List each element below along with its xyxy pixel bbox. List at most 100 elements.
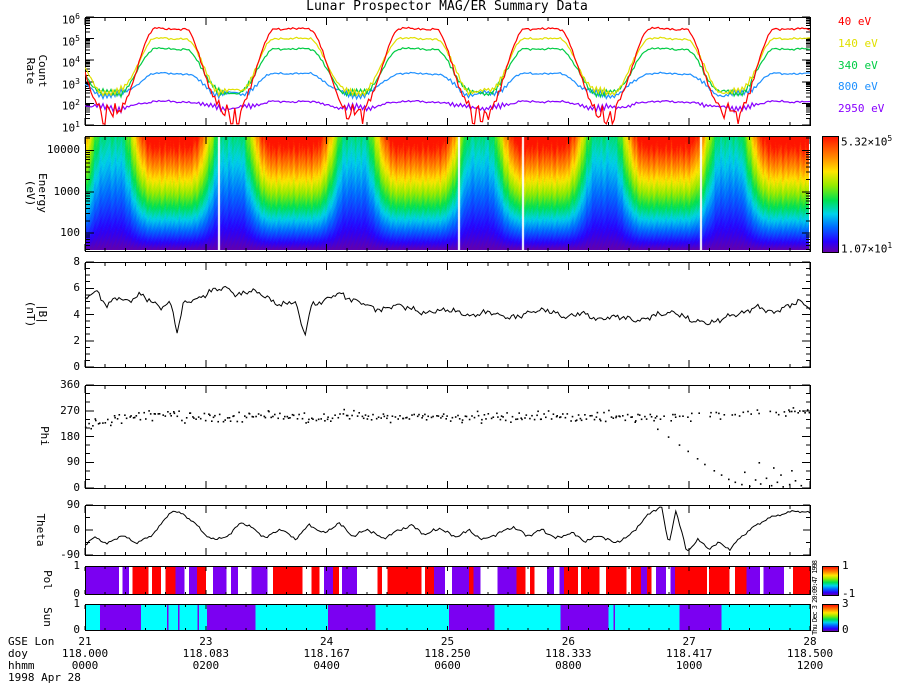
phi-point: [682, 415, 684, 417]
phi-point: [574, 420, 577, 422]
legend-item: 140 eV: [838, 36, 878, 50]
phi-point: [663, 415, 665, 417]
phi-point: [164, 415, 167, 417]
phi-point: [747, 410, 749, 413]
phi-point: [797, 412, 799, 414]
phi-point: [92, 425, 94, 427]
pol-strip-segment: [118, 566, 123, 594]
phi-point: [356, 415, 359, 417]
phi-point: [111, 421, 113, 424]
phi-point: [511, 415, 514, 418]
x-tick-label-gse_lon: 25: [440, 635, 455, 648]
pol-strip-segment: [251, 566, 268, 594]
pol-strip-segment: [273, 566, 303, 594]
legend-item: 340 eV: [838, 58, 878, 72]
pol-cbar-label-top: 1: [842, 559, 849, 572]
y-tick-label-pol: 1: [73, 559, 80, 572]
phi-point: [485, 418, 487, 420]
phi-point: [264, 416, 267, 419]
phi-point: [149, 413, 152, 415]
phi-point: [674, 413, 676, 416]
legend-item: 2950 eV: [838, 102, 885, 116]
pol-strip-segment: [525, 566, 531, 594]
phi-point: [192, 416, 194, 418]
exponent: 2: [75, 98, 80, 108]
y-tick-label-b: 2: [73, 333, 80, 347]
phi-point: [157, 413, 160, 415]
sun-strip-segment: [679, 604, 722, 630]
phi-point: [228, 417, 231, 419]
phi-point: [709, 415, 711, 418]
phi-point: [296, 418, 299, 420]
phi-point: [358, 412, 360, 414]
phi-point: [536, 414, 538, 417]
pol-strip-segment: [793, 566, 810, 594]
colorbar-bottom-exp: 1: [887, 241, 893, 250]
phi-point: [471, 415, 473, 417]
phi-point: [408, 418, 411, 420]
phi-point: [351, 414, 353, 417]
y-tick-label-phi: 270: [60, 403, 80, 417]
phi-point: [589, 415, 591, 417]
exponent: 1: [75, 120, 80, 129]
x-tick-label-gse_lon: 26: [561, 635, 575, 648]
pol-strip-segment: [547, 566, 554, 594]
phi-point: [738, 415, 741, 417]
phi-point: [533, 418, 536, 421]
phi-point: [559, 416, 562, 418]
phi-point: [135, 415, 138, 417]
phi-point: [199, 417, 202, 420]
phi-point: [97, 423, 100, 425]
phi-point: [107, 418, 109, 421]
pol-strip-segment: [433, 566, 446, 594]
phi-point: [500, 415, 503, 417]
phi-point: [308, 418, 310, 421]
phi-point: [364, 414, 367, 416]
phi-point: [274, 413, 276, 416]
phi-point: [399, 415, 401, 417]
phi-point: [770, 484, 773, 487]
pol-strip-segment: [783, 566, 794, 594]
phi-point: [353, 409, 355, 412]
phi-point: [552, 413, 555, 415]
phi-point: [305, 422, 307, 424]
phi-point: [487, 413, 490, 415]
xaxis-row-label-doy: doy: [8, 647, 28, 660]
phi-point: [104, 422, 107, 424]
phi-point: [591, 414, 593, 417]
phi-point: [531, 414, 533, 417]
phi-point: [298, 413, 300, 416]
phi-point: [173, 411, 175, 413]
phi-point: [644, 415, 646, 418]
x-tick-label-doy: 118.167: [303, 647, 350, 660]
sun-strip-segment: [177, 604, 180, 630]
sun-strip-segment: [179, 604, 198, 630]
phi-point: [454, 416, 457, 418]
x-tick-label-doy: 118.250: [424, 647, 471, 660]
phi-point: [311, 417, 313, 420]
phi-point: [291, 413, 294, 416]
phi-point: [170, 415, 172, 417]
exponent: 3: [75, 76, 80, 86]
phi-point: [464, 415, 467, 417]
phi-point: [790, 410, 793, 413]
phi-point: [649, 413, 652, 416]
phi-point: [723, 414, 726, 416]
phi-point: [653, 419, 655, 422]
phi-point: [212, 416, 215, 419]
pol-strip-segment: [165, 566, 176, 594]
phi-point: [366, 418, 369, 420]
phi-point: [154, 413, 156, 415]
pol-strip-segment: [626, 566, 632, 594]
x-tick-label-hhmm: 1000: [675, 659, 703, 672]
phi-point: [465, 415, 468, 418]
phi-point: [95, 419, 97, 422]
phi-point: [162, 414, 164, 416]
phi-point: [731, 414, 734, 416]
pol-strip-segment: [206, 566, 214, 594]
phi-point: [635, 420, 637, 422]
phi-point: [640, 418, 643, 421]
sun-cbar-label-top: 3: [842, 597, 849, 610]
phi-point: [800, 484, 803, 487]
pol-strip-segment: [197, 566, 207, 594]
